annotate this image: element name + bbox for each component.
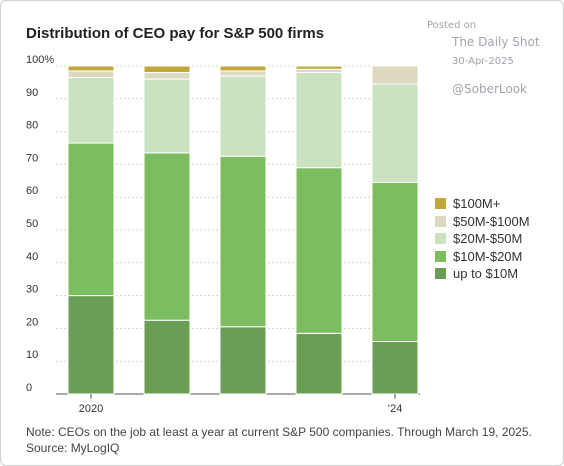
legend-item: $20M-$50M [435, 230, 530, 248]
bar-segment [371, 83, 419, 183]
chart-footnote: Note: CEOs on the job at least a year at… [26, 424, 532, 456]
bar-segment [295, 167, 343, 334]
legend-swatch [435, 250, 446, 262]
bar-segment [67, 70, 115, 78]
legend-item: $50M-$100M [435, 213, 530, 231]
watermark-date: 30-Apr-2025 [452, 56, 514, 67]
bar-segment [295, 65, 343, 70]
legend-swatch [435, 268, 446, 280]
y-tick-label: 30 [26, 284, 38, 296]
x-tick-label: ’24 [388, 403, 403, 415]
bar-segment [67, 142, 115, 297]
footnote-source: Source: MyLogIQ [26, 441, 120, 455]
bar-segment [143, 65, 191, 74]
x-tick-label: 2020 [79, 403, 103, 415]
y-tick-label: 60 [26, 185, 38, 197]
watermark-site: The Daily Shot [452, 35, 540, 49]
y-tick-label: 100% [26, 54, 54, 66]
legend-label: $10M-$20M [453, 248, 523, 264]
bar-segment [219, 75, 267, 157]
legend-swatch [435, 215, 446, 227]
legend-label: $50M-$100M [453, 213, 530, 229]
y-tick-label: 20 [26, 316, 38, 328]
legend-item: $10M-$20M [435, 248, 530, 266]
footnote-note: Note: CEOs on the job at least a year at… [26, 425, 532, 439]
watermark-posted: Posted on [427, 20, 477, 31]
y-tick-label: 70 [26, 152, 38, 164]
bar-segment [219, 70, 267, 77]
chart-title: Distribution of CEO pay for S&P 500 firm… [26, 25, 325, 42]
legend-swatch [435, 198, 446, 210]
y-tick-label: 0 [26, 382, 32, 394]
bar-segment [143, 78, 191, 154]
y-tick-label: 40 [26, 251, 38, 263]
bar-segment [295, 332, 343, 395]
bar-segment [219, 155, 267, 328]
legend-label: $100M+ [453, 196, 501, 212]
bar-segment [371, 181, 419, 343]
y-tick-label: 80 [26, 120, 38, 132]
bar-segment [67, 65, 115, 72]
bar-segment [67, 76, 115, 144]
y-tick-label: 50 [26, 218, 38, 230]
bar-segment [295, 72, 343, 169]
bar-segment [219, 65, 267, 72]
legend-swatch [435, 233, 446, 245]
legend-item: $100M+ [435, 195, 530, 213]
legend-label: up to $10M [453, 266, 519, 282]
y-tick-label: 90 [26, 87, 38, 99]
legend-label: $20M-$50M [453, 231, 523, 247]
bar-segment [143, 152, 191, 321]
bar-segment [143, 319, 191, 395]
bar-segment [371, 65, 419, 85]
bar-segment [143, 72, 191, 80]
watermark-handle: @SoberLook [452, 82, 527, 96]
legend-item: up to $10M [435, 265, 530, 283]
bar-segment [67, 295, 115, 395]
y-tick-label: 10 [26, 349, 38, 361]
bar-segment [219, 326, 267, 395]
bar-segment [371, 341, 419, 395]
chart-legend: $100M+ $50M-$100M $20M-$50M $10M-$20M up to … [435, 195, 530, 283]
